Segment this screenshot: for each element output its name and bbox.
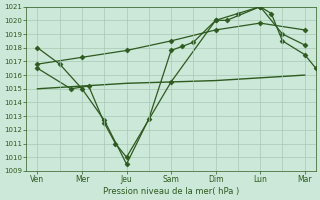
X-axis label: Pression niveau de la mer( hPa ): Pression niveau de la mer( hPa ) [103, 187, 239, 196]
